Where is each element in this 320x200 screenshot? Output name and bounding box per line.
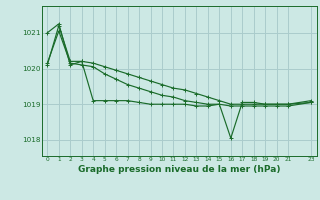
X-axis label: Graphe pression niveau de la mer (hPa): Graphe pression niveau de la mer (hPa) — [78, 165, 280, 174]
